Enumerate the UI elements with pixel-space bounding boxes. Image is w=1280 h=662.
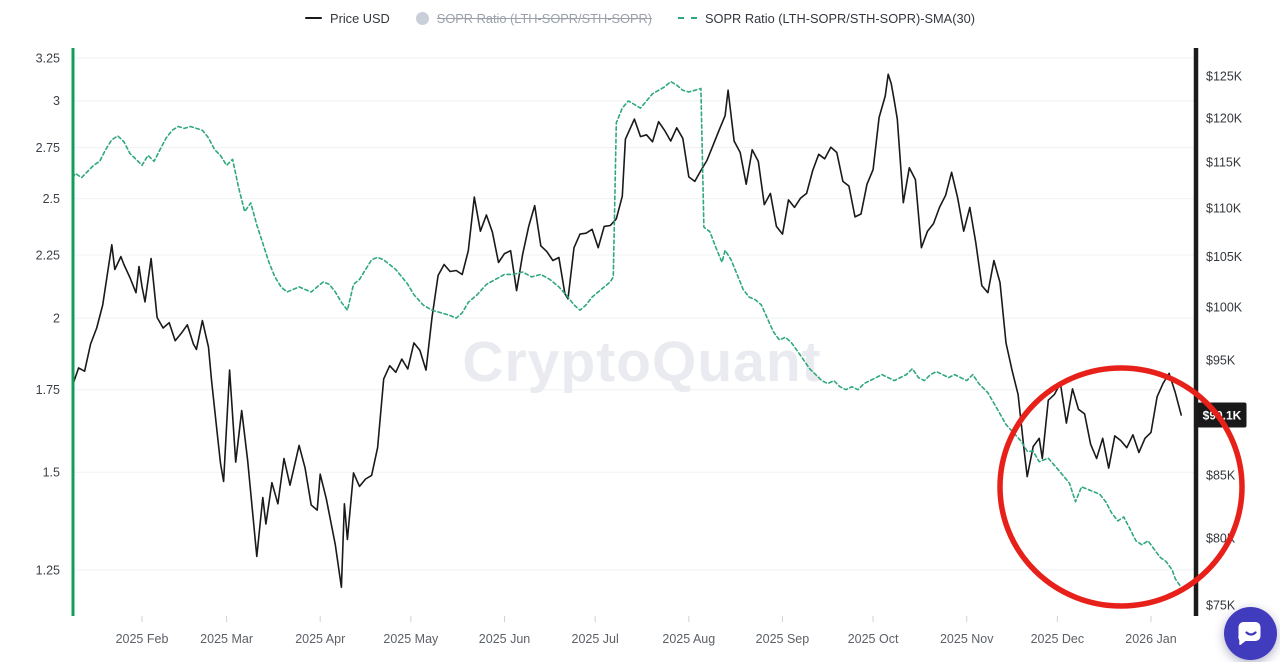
x-tick-label: 2025 Mar [200,632,253,646]
y-left-tick-label: 1.75 [36,383,60,397]
legend-label: SOPR Ratio (LTH-SOPR/STH-SOPR)-SMA(30) [705,10,975,26]
watermark-logo: CryptoQuant [462,330,821,394]
y-left-tick-label: 3 [53,94,60,108]
y-left-tick-label: 2.5 [43,192,60,206]
x-tick-label: 2025 Feb [116,632,169,646]
x-tick-label: 2025 Sep [756,632,810,646]
y-right-tick-label: $85K [1206,469,1236,483]
y-right-tick-label: $105K [1206,250,1243,264]
right-axis-tick-labels: $125K$120K$115K$110K$105K$100K$95K$85K$8… [1206,69,1243,612]
chat-bubble-icon [1237,621,1260,645]
highlight-circle-annotation [997,365,1245,609]
legend-item-price-usd[interactable]: Price USD [305,11,390,26]
y-left-tick-label: 3.25 [36,51,60,65]
sopr-sma30-line [71,80,1182,589]
price-usd-line [71,73,1182,589]
y-right-tick-label: $110K [1206,202,1242,216]
y-left-tick-label: 2.25 [36,248,60,262]
x-tick-label: 2025 Jul [572,632,619,646]
x-tick-label: 2025 Oct [848,632,899,646]
y-left-tick-label: 1.25 [36,563,60,577]
y-left-tick-label: 2.75 [36,141,60,155]
x-axis-tick-labels: 2025 Feb 2025 Mar 2025 Apr 2025 May 2025 Jun… [116,632,1177,646]
chat-launcher-button[interactable] [1224,607,1277,660]
legend-label: Price USD [330,10,390,26]
x-tick-label: 2025 Jun [479,632,530,646]
price-line-swatch-icon [305,16,323,20]
sopr-ratio-circle-swatch-icon [415,11,429,25]
y-left-tick-label: 2 [53,311,60,325]
x-tick-label: 2026 Jan [1125,632,1176,646]
y-right-tick-label: $95K [1206,354,1236,368]
y-left-tick-label: 1.5 [43,466,60,480]
x-tick-label: 2025 Aug [662,632,715,646]
chart-legend: Price USD SOPR Ratio (LTH-SOPR/STH-SOPR)… [0,6,1280,30]
x-tick-label: 2025 Nov [940,632,994,646]
y-right-tick-label: $75K [1206,598,1236,612]
legend-item-sopr-ratio-sma[interactable]: SOPR Ratio (LTH-SOPR/STH-SOPR)-SMA(30) [678,11,975,26]
y-right-tick-label: $120K [1206,112,1243,126]
x-tick-label: 2025 May [383,632,439,646]
x-tick-label: 2025 Dec [1031,632,1085,646]
legend-item-sopr-ratio[interactable]: SOPR Ratio (LTH-SOPR/STH-SOPR) [415,10,652,26]
x-axis-tick-marks [141,616,1152,622]
legend-label: SOPR Ratio (LTH-SOPR/STH-SOPR) [436,10,652,26]
sopr-sma-dashed-swatch-icon [678,17,697,19]
left-axis-tick-labels: 3.25 3 2.75 2.5 2.25 2 1.75 1.5 1.25 [36,51,60,577]
y-right-tick-label: $100K [1206,300,1243,314]
horizontal-gridlines [74,57,1194,571]
y-right-tick-label: $115K [1206,156,1242,170]
x-tick-label: 2025 Apr [295,632,345,646]
series-lines [71,73,1182,589]
y-right-tick-label: $125K [1206,69,1243,83]
